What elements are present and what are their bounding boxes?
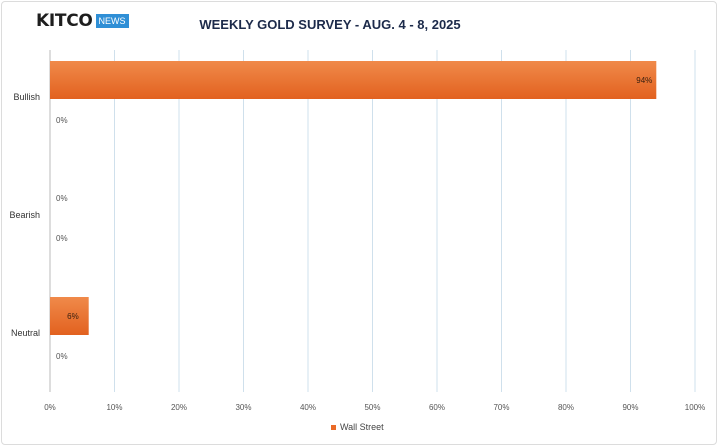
- category-label-bullish: Bullish: [13, 92, 40, 102]
- x-tick-label: 10%: [106, 403, 122, 412]
- bar-wall-street-bullish: [50, 61, 657, 99]
- x-tick-label: 60%: [429, 403, 445, 412]
- bar-wall-street-neutral: [50, 297, 89, 335]
- x-tick-label: 70%: [493, 403, 509, 412]
- x-tick-label: 90%: [622, 403, 638, 412]
- x-tick-label: 50%: [364, 403, 380, 412]
- chart-title: WEEKLY GOLD SURVEY - AUG. 4 - 8, 2025: [199, 17, 461, 32]
- logo-news-badge: NEWS: [95, 14, 129, 28]
- legend-label-wall-street: Wall Street: [340, 422, 384, 432]
- data-label: 0%: [56, 116, 68, 125]
- category-label-bearish: Bearish: [9, 210, 40, 220]
- x-tick-label: 0%: [44, 403, 56, 412]
- chart-legend: Wall Street: [331, 422, 384, 432]
- x-tick-label: 100%: [685, 403, 705, 412]
- logo-brand: KITCO: [36, 11, 93, 31]
- legend-swatch-wall-street: [331, 424, 336, 430]
- category-label-neutral: Neutral: [11, 328, 40, 338]
- data-label: 94%: [636, 76, 652, 85]
- kitco-news-logo: KITCO NEWS: [36, 11, 129, 31]
- data-label: 0%: [56, 194, 68, 203]
- x-tick-label: 30%: [235, 403, 251, 412]
- x-tick-label: 40%: [300, 403, 316, 412]
- x-tick-label: 20%: [171, 403, 187, 412]
- data-label: 0%: [56, 352, 68, 361]
- x-tick-label: 80%: [558, 403, 574, 412]
- data-label: 6%: [67, 312, 79, 321]
- data-label: 0%: [56, 234, 68, 243]
